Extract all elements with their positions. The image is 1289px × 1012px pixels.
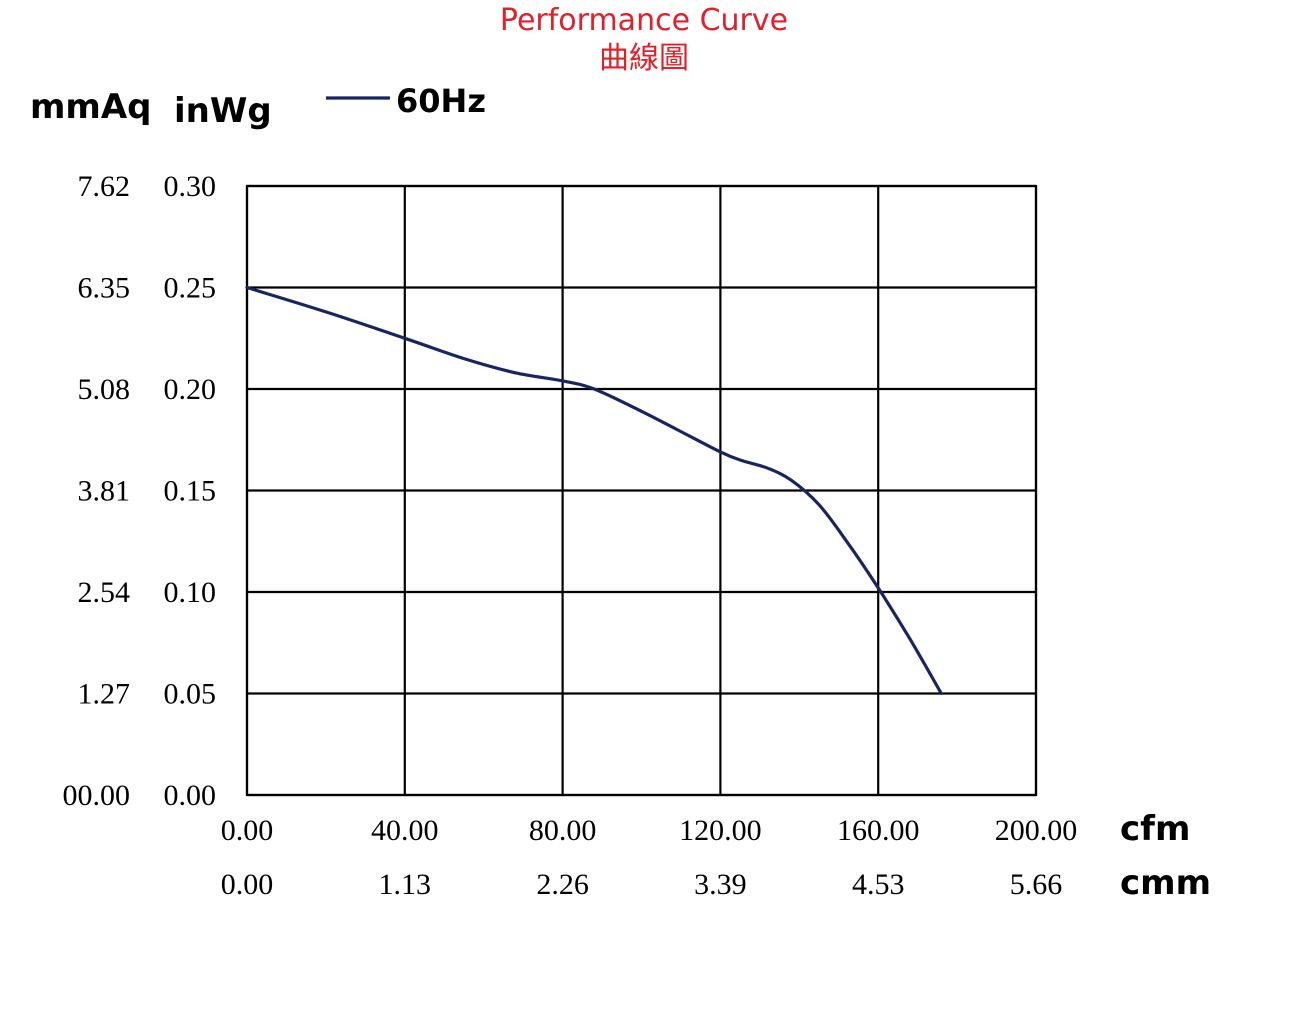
y-axis-label-inwg: inWg: [174, 91, 272, 131]
x-tick-label-cmm: 2.26: [536, 868, 589, 901]
x-tick-label-cfm: 40.00: [371, 814, 439, 847]
y-tick-label-inwg: 0.25: [164, 272, 217, 305]
legend-label-60hz: 60Hz: [396, 82, 486, 120]
x-tick-label-cmm: 0.00: [221, 868, 274, 901]
y-tick-label-mmaq: 7.62: [78, 170, 131, 203]
y-tick-label-inwg: 0.20: [164, 373, 217, 406]
x-axis-label-cfm: cfm: [1120, 809, 1190, 849]
x-tick-label-cfm: 200.00: [995, 814, 1078, 847]
x-tick-label-cmm: 5.66: [1010, 868, 1063, 901]
x-tick-label-cfm: 120.00: [679, 814, 762, 847]
x-tick-label-cfm: 160.00: [837, 814, 920, 847]
grid: [245, 184, 1038, 797]
y-tick-label-mmaq: 2.54: [78, 576, 131, 609]
x-tick-label-cmm: 3.39: [694, 868, 747, 901]
x-tick-label-cfm: 80.00: [529, 814, 597, 847]
y-tick-label-mmaq: 3.81: [78, 475, 131, 508]
y-tick-label-mmaq: 00.00: [63, 779, 131, 812]
y-tick-label-inwg: 0.00: [164, 779, 217, 812]
x-axis-label-cmm: cmm: [1120, 863, 1211, 903]
x-tick-label-cmm: 4.53: [852, 868, 905, 901]
y-tick-label-mmaq: 6.35: [78, 272, 131, 305]
y-tick-label-inwg: 0.30: [164, 170, 217, 203]
y-tick-label-mmaq: 5.08: [78, 373, 131, 406]
y-tick-label-inwg: 0.15: [164, 475, 217, 508]
tick-labels: 0.00 40.00 80.00 120.00 160.00 200.00 0.00 1.13…: [63, 170, 1078, 901]
chart-title: Performance Curve: [500, 3, 788, 38]
series-line-60hz: [245, 285, 943, 696]
y-tick-label-mmaq: 1.27: [78, 678, 131, 711]
x-tick-label-cfm: 0.00: [221, 814, 274, 847]
plot-frame: [245, 184, 1038, 797]
y-axis-label-mmaq: mmAq: [30, 87, 152, 127]
y-tick-label-inwg: 0.10: [164, 576, 217, 609]
x-tick-label-cmm: 1.13: [379, 868, 432, 901]
y-tick-label-inwg: 0.05: [164, 678, 217, 711]
chart-subtitle: 曲線圖: [599, 41, 689, 76]
